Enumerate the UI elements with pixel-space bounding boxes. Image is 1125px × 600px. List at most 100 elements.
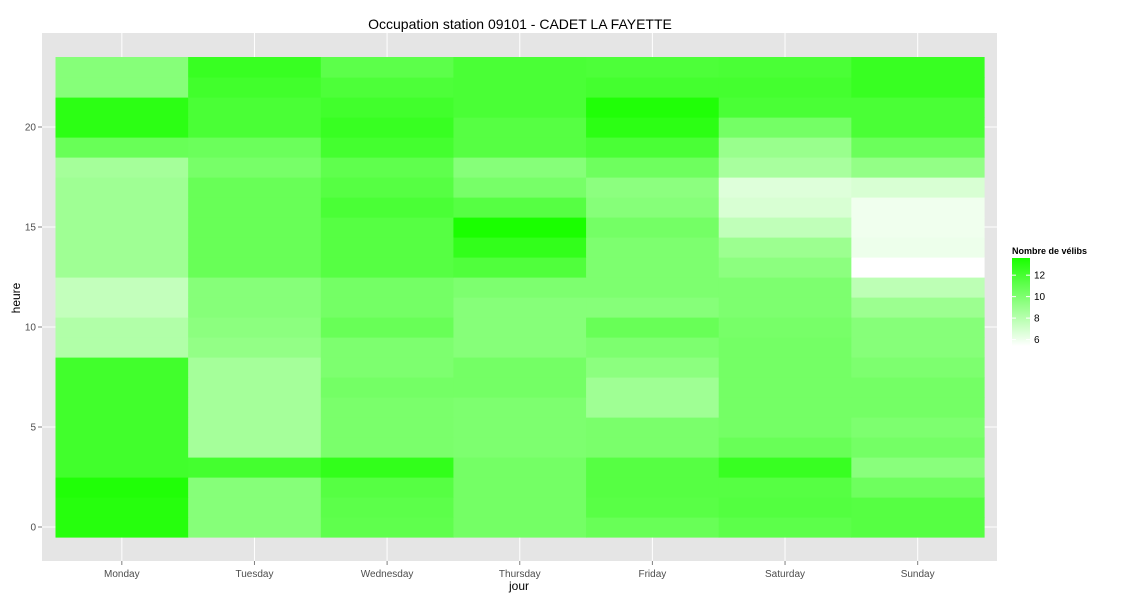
y-tick-label: 15: [25, 223, 37, 234]
y-tick-label: 10: [25, 323, 37, 334]
heatmap-cell: [188, 357, 322, 378]
heatmap-cell: [320, 377, 455, 398]
heatmap-cell: [320, 417, 455, 438]
heatmap-cell: [586, 277, 720, 298]
heatmap-cell: [188, 277, 322, 298]
heatmap-cell: [188, 437, 322, 458]
heatmap-cell: [586, 117, 720, 138]
heatmap-cell: [320, 497, 455, 518]
heatmap-cell: [188, 457, 322, 478]
heatmap-cell: [453, 517, 587, 538]
heatmap-cell: [453, 117, 587, 138]
heatmap-cell: [851, 357, 985, 378]
heatmap-cell: [453, 57, 587, 78]
heatmap-cell: [851, 477, 985, 498]
heatmap-cell: [55, 237, 189, 258]
heatmap-cell: [718, 297, 852, 318]
heatmap-cell: [586, 497, 720, 518]
heatmap-cell: [586, 237, 720, 258]
heatmap-cell: [55, 297, 189, 318]
heatmap-cell: [188, 217, 322, 238]
heatmap-cell: [453, 297, 587, 318]
heatmap-cell: [55, 177, 189, 198]
heatmap-cell: [320, 457, 455, 478]
heatmap-cell: [718, 457, 852, 478]
heatmap-cell: [320, 197, 455, 218]
heatmap-cell: [55, 197, 189, 218]
heatmap-cell: [718, 117, 852, 138]
heatmap-cell: [188, 397, 322, 418]
heatmap-cell: [453, 217, 587, 238]
heatmap-cell: [586, 517, 720, 538]
heatmap-cell: [453, 397, 587, 418]
heatmap-cell: [320, 317, 455, 338]
heatmap-cell: [586, 397, 720, 418]
heatmap-cell: [586, 257, 720, 278]
heatmap-cell: [55, 57, 189, 78]
x-axis-label: jour: [508, 579, 529, 593]
x-tick-label: Friday: [638, 569, 666, 580]
x-tick-label: Thursday: [499, 569, 541, 580]
heatmap-cell: [851, 397, 985, 418]
heatmap-cell: [453, 357, 587, 378]
heatmap-cell: [586, 217, 720, 238]
heatmap-cell: [320, 177, 455, 198]
heatmap-cell: [320, 517, 455, 538]
heatmap-cell: [453, 197, 587, 218]
heatmap-cell: [188, 77, 322, 98]
x-tick-label: Saturday: [765, 569, 805, 580]
heatmap-cell: [718, 57, 852, 78]
heatmap-cell: [851, 237, 985, 258]
heatmap-cell: [586, 317, 720, 338]
heatmap-cell: [453, 257, 587, 278]
legend-tick-label: 12: [1034, 271, 1046, 282]
heatmap-cell: [320, 337, 455, 358]
heatmap-cell: [586, 197, 720, 218]
heatmap-cell: [320, 137, 455, 158]
heatmap-cell: [188, 337, 322, 358]
heatmap-cell: [851, 337, 985, 358]
heatmap-cell: [55, 77, 189, 98]
heatmap-cell: [55, 437, 189, 458]
heatmap-cell: [586, 297, 720, 318]
heatmap-cell: [453, 497, 587, 518]
heatmap-cell: [55, 117, 189, 138]
heatmap-cell: [851, 197, 985, 218]
heatmap-cell: [851, 497, 985, 518]
heatmap-cell: [851, 57, 985, 78]
x-tick-label: Tuesday: [235, 569, 273, 580]
heatmap-cell: [55, 417, 189, 438]
heatmap-cell: [55, 517, 189, 538]
legend-ticks: 6 8 10 12: [1012, 271, 1046, 346]
heatmap-cell: [851, 217, 985, 238]
legend-title: Nombre de vélibs: [1012, 246, 1087, 256]
heatmap-cell: [718, 517, 852, 538]
heatmap-cell: [55, 317, 189, 338]
heatmap-cell: [320, 77, 455, 98]
heatmap-cell: [851, 97, 985, 118]
heatmap-cell: [718, 197, 852, 218]
heatmap-cell: [320, 357, 455, 378]
heatmap-cell: [188, 197, 322, 218]
heatmap-cell: [55, 337, 189, 358]
heatmap-cell: [586, 77, 720, 98]
heatmap-cell: [718, 217, 852, 238]
heatmap-cell: [586, 477, 720, 498]
heatmap-cell: [718, 157, 852, 178]
heatmap-cell: [55, 397, 189, 418]
y-axis-ticks: 0 5 10 15 20: [25, 123, 42, 534]
heatmap-cell: [55, 257, 189, 278]
heatmap-cell: [320, 157, 455, 178]
heatmap-cell: [718, 497, 852, 518]
y-tick-label: 0: [30, 523, 36, 534]
heatmap-cell: [188, 237, 322, 258]
heatmap-cell: [586, 457, 720, 478]
heatmap-cell: [320, 477, 455, 498]
heatmap-cell: [718, 277, 852, 298]
heatmap-cell: [453, 337, 587, 358]
color-legend: Nombre de vélibs 6 8 10 12: [1012, 246, 1087, 346]
heatmap-cell: [718, 137, 852, 158]
heatmap-cell: [851, 297, 985, 318]
heatmap-cell: [851, 437, 985, 458]
heatmap-cell: [851, 137, 985, 158]
